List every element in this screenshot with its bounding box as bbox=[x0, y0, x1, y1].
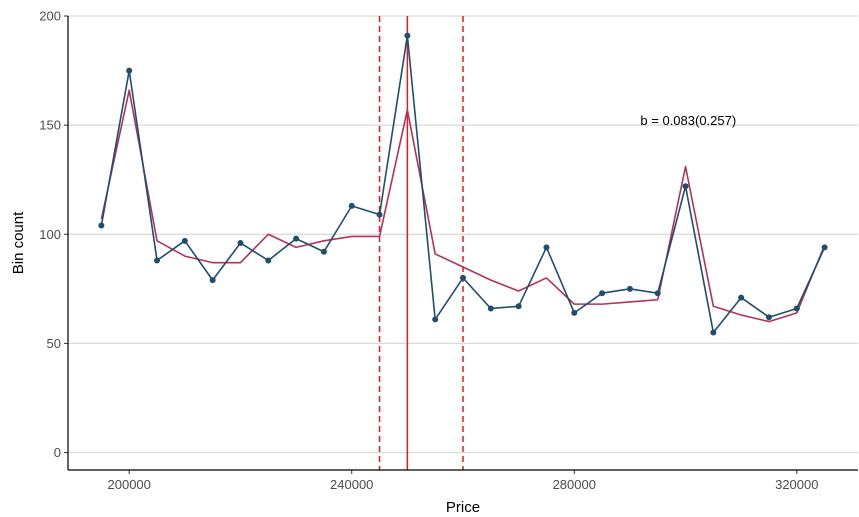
y-tick-label-150: 150 bbox=[39, 118, 61, 133]
series-0-point-22 bbox=[710, 329, 717, 336]
series-0-point-20 bbox=[654, 290, 661, 297]
x-tick-label-240000: 240000 bbox=[330, 477, 373, 492]
x-tick-label-200000: 200000 bbox=[108, 477, 151, 492]
series-group bbox=[98, 32, 828, 336]
series-0-point-14 bbox=[487, 305, 494, 312]
series-0-point-17 bbox=[571, 309, 578, 316]
y-tick-label-50: 50 bbox=[47, 336, 61, 351]
series-0-point-21 bbox=[682, 183, 689, 190]
series-1-line bbox=[100, 89, 826, 323]
series-0-point-13 bbox=[460, 274, 466, 281]
x-tick-label-320000: 320000 bbox=[775, 477, 818, 492]
y-tick-label-0: 0 bbox=[54, 445, 61, 460]
annotation-label: b = 0.083(0.257) bbox=[640, 113, 736, 128]
series-0-point-24 bbox=[765, 314, 772, 321]
series-0-point-5 bbox=[237, 240, 244, 246]
series-0-point-11 bbox=[404, 32, 411, 39]
series-0-point-19 bbox=[626, 285, 633, 292]
y-tick-label-100: 100 bbox=[39, 227, 61, 242]
series-0-point-0 bbox=[98, 222, 105, 229]
series-0-point-12 bbox=[432, 316, 439, 323]
series-0-point-18 bbox=[599, 290, 606, 297]
reference-lines bbox=[378, 16, 464, 470]
series-0-point-15 bbox=[515, 303, 522, 310]
y-tick-label-200: 200 bbox=[39, 9, 61, 24]
series-0-point-3 bbox=[181, 237, 188, 244]
series-0-point-26 bbox=[821, 244, 828, 251]
series-0-point-16 bbox=[543, 244, 550, 251]
y-axis-title: Bin count bbox=[10, 211, 27, 274]
series-0-point-25 bbox=[793, 305, 800, 312]
series-0-point-23 bbox=[738, 294, 745, 301]
series-0-point-6 bbox=[265, 257, 272, 264]
series-0-point-4 bbox=[209, 277, 216, 284]
series-0-point-2 bbox=[154, 257, 161, 264]
axes bbox=[64, 15, 858, 474]
tick-labels: 0 50 100 150 200 200000 240000 280000 320000 bbox=[39, 9, 818, 493]
x-tick-label-280000: 280000 bbox=[553, 477, 596, 492]
series-0-point-10 bbox=[376, 211, 383, 218]
series-0-point-7 bbox=[293, 235, 300, 242]
series-0-point-1 bbox=[126, 67, 133, 74]
series-0-point-8 bbox=[320, 248, 327, 255]
series-0-point-9 bbox=[348, 202, 355, 209]
x-axis-title: Price bbox=[446, 499, 480, 516]
